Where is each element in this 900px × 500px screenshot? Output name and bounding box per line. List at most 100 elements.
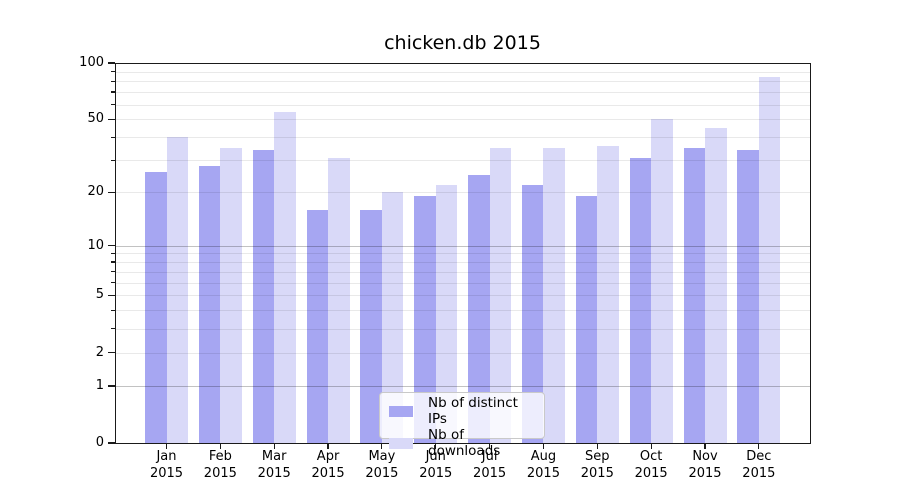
gridline-minor [116,328,810,330]
bar-downloads [328,157,350,443]
x-tick-label: Jul 2015 [473,449,507,481]
y-tick [108,351,115,354]
chart-title: chicken.db 2015 [384,32,541,54]
y-tick [108,191,115,193]
bar-downloads [166,137,188,443]
y-tick-label: 100 [79,55,104,70]
bar-distinct-ips [629,157,652,443]
y-tick-label: 0 [95,435,104,450]
y-minor-tick [111,159,115,161]
x-tick-label: Oct 2015 [634,449,668,481]
bar-downloads [597,145,619,443]
x-tick [165,443,168,449]
x-tick-label: Aug 2015 [526,449,560,481]
gridline-minor [116,160,810,162]
y-tick-label: 10 [87,237,104,253]
x-tick [273,443,275,449]
x-tick-label: Mar 2015 [257,449,291,481]
x-tick [542,443,545,449]
x-tick [327,443,329,449]
legend-swatch-downloads [389,437,413,449]
y-tick-label: 5 [95,287,104,303]
bar-downloads [758,77,781,443]
bar-distinct-ips [683,147,705,443]
y-tick-label: 1 [95,377,104,393]
bar-downloads [705,127,727,443]
x-tick [758,443,760,449]
y-tick [108,118,115,120]
bar-distinct-ips [737,150,759,443]
gridline-minor [116,282,810,284]
bar-distinct-ips [521,184,544,443]
y-minor-tick [111,261,115,263]
legend-label-distinct-ips: Nb of distinct IPs [428,395,518,427]
x-tick-label: Jan 2015 [149,449,184,481]
y-tick [108,442,115,444]
y-tick [108,62,115,64]
gridline-minor [116,71,810,73]
gridline-minor [116,119,810,121]
gridline-minor [116,352,810,354]
bar-downloads [489,147,512,443]
gridline-minor [116,253,810,255]
bar-downloads [543,147,565,443]
legend-item-downloads: Nb of downloads [386,427,538,459]
y-minor-tick [111,70,115,73]
gridline-major [116,245,810,247]
y-tick-label: 50 [87,111,104,127]
bar-downloads [435,184,458,443]
bar-distinct-ips [306,209,329,443]
x-tick-label: Apr 2015 [311,449,345,481]
y-tick [108,244,115,247]
legend-label-downloads: Nb of downloads [428,427,501,459]
y-minor-tick [111,309,115,312]
bar-distinct-ips [198,165,221,443]
gridline-minor [116,192,810,194]
gridline-minor [116,310,810,312]
x-tick-label: Feb 2015 [203,449,237,481]
gridline-minor [116,104,810,106]
bar-distinct-ips [360,209,382,443]
legend-item-distinct-ips: Nb of distinct IPs [386,395,538,427]
bar-downloads [651,119,673,443]
y-minor-tick [111,91,115,93]
y-minor-tick [111,271,115,273]
y-minor-tick [111,252,115,254]
y-minor-tick [111,103,115,106]
x-tick-label: Sep 2015 [580,449,614,481]
gridline-minor [116,262,810,264]
gridline-minor [116,92,810,94]
bar-downloads [274,111,296,443]
x-tick-label: Jun 2015 [419,449,453,481]
gridline-minor [116,295,810,297]
x-tick [489,443,491,449]
x-tick-label: Nov 2015 [688,449,722,481]
gridline-major [116,385,810,387]
x-tick [650,443,652,449]
legend: Nb of distinct IPs Nb of downloads [379,392,545,459]
legend-swatch-distinct-ips [389,405,413,417]
y-tick-label: 2 [95,344,104,360]
bar-distinct-ips [468,174,490,443]
x-tick [381,443,383,449]
y-tick [108,294,115,297]
bar-downloads [220,147,242,443]
bar-distinct-ips [414,196,436,443]
y-minor-tick [111,282,115,284]
bar-distinct-ips [145,171,167,443]
x-tick [704,443,706,449]
x-tick [596,443,598,449]
y-minor-tick [111,328,115,330]
x-tick [435,443,437,449]
gridline-minor [116,81,810,83]
x-tick-label: Dec 2015 [742,449,776,481]
y-minor-tick [111,80,115,82]
y-tick [108,385,115,387]
x-tick [219,443,221,449]
bar-distinct-ips [575,196,598,443]
y-minor-tick [111,136,115,138]
gridline-minor [116,271,810,273]
gridline-minor [116,137,810,139]
bar-distinct-ips [252,150,275,443]
